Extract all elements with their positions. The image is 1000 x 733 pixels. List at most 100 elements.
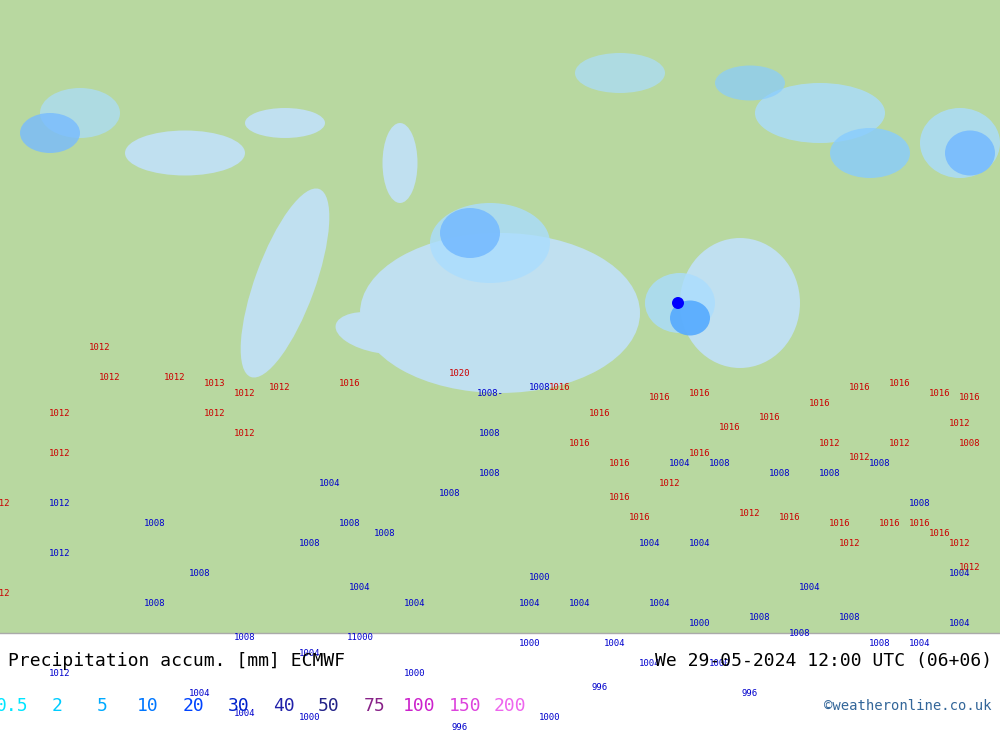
Text: 1016: 1016	[879, 518, 901, 528]
Text: 1012: 1012	[89, 344, 111, 353]
Text: 2: 2	[52, 697, 63, 715]
Text: 996: 996	[742, 688, 758, 698]
Text: 1008: 1008	[769, 468, 791, 477]
Text: 1012: 1012	[739, 509, 761, 517]
Text: 1008: 1008	[709, 459, 731, 468]
Text: 1008: 1008	[439, 488, 461, 498]
Ellipse shape	[830, 128, 910, 178]
Text: 1012: 1012	[839, 539, 861, 548]
Text: 1008: 1008	[479, 429, 501, 438]
Text: 10: 10	[137, 697, 159, 715]
Text: 5: 5	[97, 697, 108, 715]
Text: 11000: 11000	[347, 633, 373, 643]
Text: 200: 200	[494, 697, 526, 715]
Text: 1016: 1016	[719, 424, 741, 432]
Text: 1012: 1012	[949, 419, 971, 427]
Text: 1016: 1016	[929, 528, 951, 537]
Text: 1004: 1004	[689, 539, 711, 548]
Text: 1008: 1008	[299, 539, 321, 548]
Text: 1008: 1008	[189, 569, 211, 578]
Text: 1016: 1016	[649, 394, 671, 402]
Text: 1008: 1008	[869, 638, 891, 647]
Text: 1016: 1016	[929, 388, 951, 397]
Text: 1016: 1016	[959, 394, 981, 402]
Text: 1004: 1004	[639, 658, 661, 668]
Text: 1004: 1004	[299, 649, 321, 658]
Text: 1012: 1012	[99, 374, 121, 383]
Text: 1008: 1008	[479, 468, 501, 477]
Text: 1004: 1004	[349, 583, 371, 592]
Text: 1012: 1012	[0, 589, 11, 597]
Text: 1020: 1020	[449, 369, 471, 377]
Text: 1008: 1008	[234, 633, 256, 643]
Text: 1016: 1016	[609, 459, 631, 468]
Text: 1016: 1016	[689, 388, 711, 397]
Text: 1008: 1008	[869, 459, 891, 468]
Text: 1012: 1012	[164, 374, 186, 383]
Text: 1000: 1000	[519, 638, 541, 647]
Text: 1008: 1008	[529, 383, 551, 392]
Text: 1000: 1000	[689, 619, 711, 627]
Ellipse shape	[645, 273, 715, 333]
Ellipse shape	[920, 108, 1000, 178]
Text: 1008: 1008	[789, 628, 811, 638]
Text: 1016: 1016	[889, 378, 911, 388]
Text: 996: 996	[592, 683, 608, 693]
Text: 30: 30	[227, 697, 249, 715]
Text: 1004: 1004	[669, 459, 691, 468]
Text: 1016: 1016	[589, 408, 611, 418]
Text: 1012: 1012	[889, 438, 911, 448]
Text: 1004: 1004	[519, 599, 541, 608]
Text: 1012: 1012	[269, 383, 291, 392]
Text: 1016: 1016	[809, 399, 831, 408]
Text: 100: 100	[403, 697, 436, 715]
Text: 1000: 1000	[404, 668, 426, 677]
Text: 0.5: 0.5	[0, 697, 28, 715]
Text: 1004: 1004	[319, 479, 341, 487]
Text: 1000: 1000	[299, 713, 321, 723]
Text: 1008: 1008	[959, 438, 981, 448]
Text: 1004: 1004	[949, 569, 971, 578]
Ellipse shape	[575, 53, 665, 93]
Text: 1004: 1004	[799, 583, 821, 592]
Bar	[0, 0, 1000, 633]
Text: 1004: 1004	[604, 638, 626, 647]
Text: 1012: 1012	[234, 388, 256, 397]
Text: 1012: 1012	[0, 498, 11, 507]
Text: 1008: 1008	[839, 614, 861, 622]
Ellipse shape	[672, 297, 684, 309]
Text: 1004: 1004	[949, 619, 971, 627]
Text: 1004: 1004	[569, 599, 591, 608]
Text: 1008: 1008	[144, 518, 166, 528]
Ellipse shape	[670, 301, 710, 336]
Text: 1016: 1016	[609, 493, 631, 503]
Text: 1012: 1012	[49, 548, 71, 558]
Text: 1012: 1012	[49, 498, 71, 507]
Text: 1008-: 1008-	[477, 388, 503, 397]
Text: 1000: 1000	[539, 713, 561, 723]
Ellipse shape	[336, 312, 424, 354]
Text: 1012: 1012	[49, 408, 71, 418]
Text: 1016: 1016	[339, 378, 361, 388]
Text: 40: 40	[273, 697, 295, 715]
Text: 1016: 1016	[829, 518, 851, 528]
Text: 1008: 1008	[144, 599, 166, 608]
Text: 1012: 1012	[234, 429, 256, 438]
Text: 1016: 1016	[759, 413, 781, 422]
Text: 1004: 1004	[189, 688, 211, 698]
Text: 1013: 1013	[204, 378, 226, 388]
Text: Precipitation accum. [mm] ECMWF: Precipitation accum. [mm] ECMWF	[8, 652, 345, 670]
Text: 1012: 1012	[204, 408, 226, 418]
Text: 1004: 1004	[234, 709, 256, 718]
Text: 1004: 1004	[909, 638, 931, 647]
Text: 50: 50	[318, 697, 340, 715]
Text: 1016: 1016	[689, 449, 711, 457]
Text: 1004: 1004	[649, 599, 671, 608]
Text: 1016: 1016	[549, 383, 571, 392]
Ellipse shape	[20, 113, 80, 153]
Text: 1008: 1008	[819, 468, 841, 477]
Text: 996: 996	[452, 723, 468, 732]
Ellipse shape	[360, 233, 640, 393]
Text: 1008: 1008	[749, 614, 771, 622]
Text: 1000: 1000	[529, 573, 551, 583]
